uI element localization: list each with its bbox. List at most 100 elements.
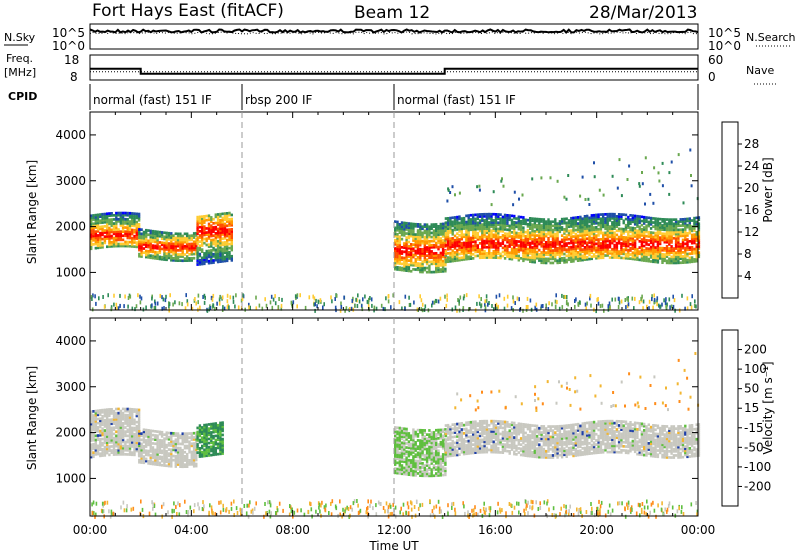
data-cell [563,218,565,221]
data-cell [632,251,634,254]
data-cell [108,445,110,448]
data-cell [619,158,621,161]
data-cell [179,259,181,262]
data-cell [641,220,643,223]
data-cell [479,213,481,216]
data-cell [408,241,410,244]
data-cell [440,237,442,240]
data-cell [343,296,345,300]
data-cell [161,431,163,434]
data-cell [452,229,454,232]
data-cell [474,214,476,217]
data-cell [235,293,237,297]
data-cell [543,243,545,246]
data-cell [206,244,208,247]
data-cell [465,221,467,224]
data-cell [145,458,147,461]
data-cell [634,215,636,218]
data-cell [152,438,154,441]
data-cell [172,303,174,307]
data-cell [122,422,124,425]
data-cell [660,305,662,309]
data-cell [147,250,149,253]
data-cell [113,303,115,307]
data-cell [628,302,630,306]
data-cell [503,185,505,188]
cpid-label: CPID [8,90,37,103]
data-cell [129,241,131,244]
data-cell [670,218,672,221]
data-cell [195,302,197,306]
data-cell [426,246,428,249]
data-cell [228,212,230,215]
data-cell [206,219,208,222]
data-cell [629,257,631,260]
nave-label: Nave [746,64,774,77]
data-cell [396,431,398,434]
data-cell [683,201,685,204]
data-cell [92,214,94,217]
data-cell [623,236,625,239]
data-cell [203,252,205,255]
data-cell [644,203,646,206]
data-cell [396,426,398,429]
data-cell [661,253,663,256]
data-cell [675,218,677,221]
data-cell [645,235,647,238]
data-cell [543,218,545,221]
data-cell [591,255,593,258]
data-cell [673,218,675,221]
data-cell [120,243,122,246]
data-cell [193,240,195,243]
data-cell [156,430,158,433]
data-cell [412,223,414,226]
data-cell [156,251,158,254]
data-cell [477,222,479,225]
data-cell [101,415,103,418]
data-cell [654,246,656,249]
data-cell [212,218,214,221]
data-cell [495,242,497,245]
data-cell [133,408,135,411]
data-cell [695,305,697,309]
data-cell [452,216,454,219]
data-cell [668,171,670,174]
data-cell [522,226,524,229]
data-cell [150,230,152,233]
data-cell [674,309,676,313]
data-cell [648,231,650,234]
data-cell [140,300,142,304]
data-cell [104,446,106,449]
data-cell [396,266,398,269]
data-cell [255,296,257,300]
data-cell [509,239,511,242]
data-cell [331,299,333,303]
data-cell [124,295,126,299]
search-label: N.Search [746,31,796,44]
data-cell [611,221,613,224]
data-cell [604,217,606,220]
data-cell [184,451,186,454]
data-cell [111,449,113,452]
search-tick-bottom: 10^0 [708,39,741,53]
data-cell [172,459,174,462]
data-cell [147,429,149,432]
data-cell [497,256,499,259]
data-cell [566,222,568,225]
data-cell [654,217,656,220]
data-cell [428,265,430,268]
data-cell [506,214,508,217]
data-cell [172,455,174,458]
data-cell [435,223,437,226]
sky-tick-top: 10^5 [52,26,85,40]
data-cell [691,219,693,222]
data-cell [499,242,501,245]
data-cell [511,235,513,238]
data-cell [625,298,627,302]
data-cell [133,245,135,248]
data-cell [499,253,501,256]
data-cell [615,298,617,302]
data-cell [129,408,131,411]
data-cell [556,222,558,225]
data-cell [156,434,158,437]
